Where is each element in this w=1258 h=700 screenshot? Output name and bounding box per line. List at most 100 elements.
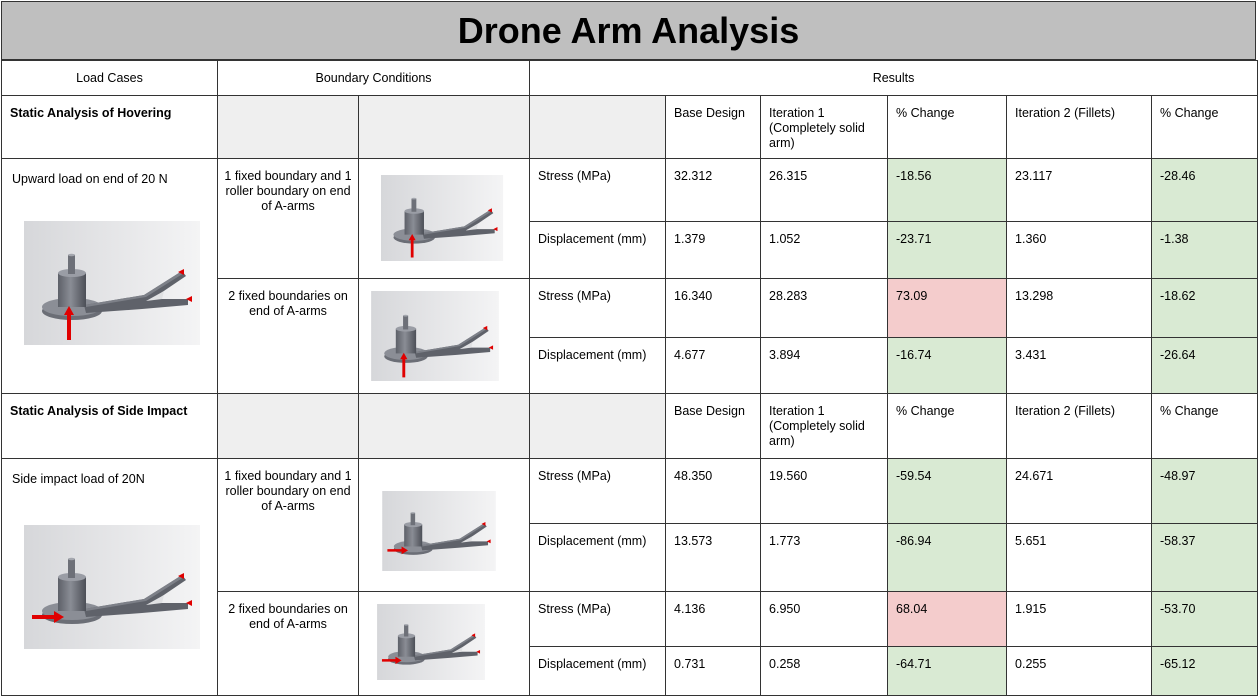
drone-arm-render — [16, 525, 208, 649]
iteration-1-value: 1.052 — [760, 221, 889, 279]
grey-cell — [357, 393, 531, 459]
drone-arm-render — [24, 221, 200, 345]
boundary-label: 2 fixed boundaries on end of A-arms — [217, 278, 359, 394]
table-row: 2 fixed boundaries on end of A-arms Stre… — [2, 591, 1258, 696]
change-2-value: -53.70 — [1151, 591, 1258, 647]
iteration-2-value: 1.360 — [1006, 221, 1153, 279]
section-title: Static Analysis of Hovering — [1, 95, 218, 159]
base-value: 32.312 — [665, 158, 762, 222]
boundary-render-cell — [357, 591, 531, 696]
grey-cell — [357, 95, 531, 159]
grey-cell — [217, 393, 359, 459]
base-value: 4.136 — [665, 591, 762, 647]
boundary-render — [381, 491, 497, 571]
boundary-label: 1 fixed boundary and 1 roller boundary o… — [217, 158, 359, 279]
header-boundary-conditions: Boundary Conditions — [216, 60, 531, 96]
metric-label: Stress (MPa) — [529, 158, 667, 222]
boundary-render-cell — [357, 278, 531, 394]
results-table: Load Cases Boundary Conditions Results S… — [1, 60, 1258, 696]
load-case-label: Side impact load of 20N — [12, 472, 145, 486]
col-header-change-1: % Change — [887, 95, 1008, 159]
table-row: 2 fixed boundaries on end of A-arms Stre… — [2, 278, 1258, 394]
base-value: 4.677 — [665, 337, 762, 394]
base-value: 0.731 — [665, 646, 762, 696]
boundary-render — [370, 291, 500, 381]
change-1-value: -64.71 — [887, 646, 1008, 696]
metric-label: Stress (MPa) — [529, 278, 667, 338]
change-1-value: -16.74 — [887, 337, 1008, 394]
iteration-2-value: 0.255 — [1006, 646, 1153, 696]
change-1-value: -59.54 — [887, 458, 1008, 524]
boundary-render — [380, 175, 504, 261]
metric-label: Displacement (mm) — [529, 337, 667, 394]
iteration-2-value: 1.915 — [1006, 591, 1153, 647]
metric-label: Displacement (mm) — [529, 221, 667, 279]
iteration-1-value: 26.315 — [760, 158, 889, 222]
change-1-value: -23.71 — [887, 221, 1008, 279]
iteration-2-value: 5.651 — [1006, 523, 1153, 592]
boundary-label: 2 fixed boundaries on end of A-arms — [217, 591, 359, 696]
metric-label: Displacement (mm) — [529, 646, 667, 696]
col-header-change-1: % Change — [887, 393, 1008, 459]
change-2-value: -28.46 — [1151, 158, 1258, 222]
change-2-value: -65.12 — [1151, 646, 1258, 696]
base-value: 1.379 — [665, 221, 762, 279]
iteration-1-value: 28.283 — [760, 278, 889, 338]
header-results: Results — [529, 60, 1258, 96]
load-case-cell: Upward load on end of 20 N — [1, 158, 218, 394]
grey-cell — [529, 393, 667, 459]
page-title: Drone Arm Analysis — [1, 1, 1256, 60]
col-header-iteration-2: Iteration 2 (Fillets) — [1006, 393, 1153, 459]
iteration-2-value: 13.298 — [1006, 278, 1153, 338]
grey-cell — [217, 95, 359, 159]
col-header-iteration-1: Iteration 1 (Completely solid arm) — [760, 393, 889, 459]
base-value: 13.573 — [665, 523, 762, 592]
change-2-value: -18.62 — [1151, 278, 1258, 338]
header-load-cases: Load Cases — [1, 60, 218, 96]
iteration-1-value: 6.950 — [760, 591, 889, 647]
iteration-1-value: 3.894 — [760, 337, 889, 394]
col-header-iteration-2: Iteration 2 (Fillets) — [1006, 95, 1153, 159]
change-2-value: -48.97 — [1151, 458, 1258, 524]
table-row: Side impact load of 20N 1 fixed boundary… — [1, 458, 1258, 696]
iteration-2-value: 24.671 — [1006, 458, 1153, 524]
change-2-value: -58.37 — [1151, 523, 1258, 592]
table-row: Displacement (mm) 4.677 3.894 -16.74 3.4… — [2, 337, 1258, 394]
metric-label: Displacement (mm) — [529, 523, 667, 592]
table-row: Displacement (mm) 1.379 1.052 -23.71 1.3… — [2, 221, 1258, 279]
base-value: 48.350 — [665, 458, 762, 524]
change-1-value: -18.56 — [887, 158, 1008, 222]
table-row: Displacement (mm) 0.731 0.258 -64.71 0.2… — [2, 646, 1258, 696]
boundary-render — [370, 604, 492, 680]
metric-label: Stress (MPa) — [529, 591, 667, 647]
iteration-1-value: 1.773 — [760, 523, 889, 592]
iteration-1-value: 19.560 — [760, 458, 889, 524]
load-case-cell: Side impact load of 20N — [1, 458, 218, 696]
header-row: Load Cases Boundary Conditions Results — [1, 60, 1258, 96]
boundary-render-cell — [357, 158, 531, 279]
change-2-value: -26.64 — [1151, 337, 1258, 394]
change-1-value: 68.04 — [887, 591, 1008, 647]
col-header-change-2: % Change — [1151, 393, 1258, 459]
change-1-value: -86.94 — [887, 523, 1008, 592]
section-header-row: Static Analysis of Side Impact Base Desi… — [1, 393, 1258, 459]
base-value: 16.340 — [665, 278, 762, 338]
change-1-value: 73.09 — [887, 278, 1008, 338]
load-case-label: Upward load on end of 20 N — [12, 172, 168, 186]
col-header-change-2: % Change — [1151, 95, 1258, 159]
boundary-render-cell — [357, 458, 531, 592]
change-2-value: -1.38 — [1151, 221, 1258, 279]
iteration-2-value: 23.117 — [1006, 158, 1153, 222]
section-title: Static Analysis of Side Impact — [1, 393, 218, 459]
section-header-row: Static Analysis of Hovering Base Design … — [1, 95, 1258, 159]
col-header-base: Base Design — [665, 95, 762, 159]
col-header-iteration-1: Iteration 1 (Completely solid arm) — [760, 95, 889, 159]
iteration-1-value: 0.258 — [760, 646, 889, 696]
iteration-2-value: 3.431 — [1006, 337, 1153, 394]
grey-cell — [529, 95, 667, 159]
metric-label: Stress (MPa) — [529, 458, 667, 524]
table-row: Displacement (mm) 13.573 1.773 -86.94 5.… — [2, 523, 1258, 592]
boundary-label: 1 fixed boundary and 1 roller boundary o… — [217, 458, 359, 592]
col-header-base: Base Design — [665, 393, 762, 459]
